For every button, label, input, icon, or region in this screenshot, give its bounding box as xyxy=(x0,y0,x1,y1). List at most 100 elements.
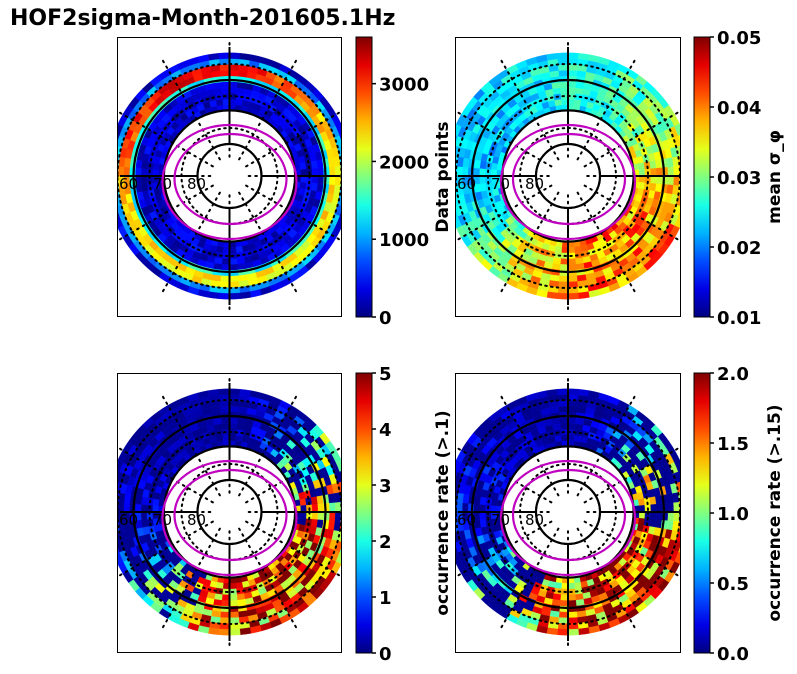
heatmap-cell xyxy=(220,611,230,619)
pole-center xyxy=(553,497,583,527)
heatmap-cell xyxy=(140,504,148,513)
heatmap-cell xyxy=(567,600,577,607)
heatmap-cell xyxy=(638,498,646,506)
heatmap-cell xyxy=(108,144,116,155)
heatmap-cell xyxy=(554,434,562,442)
heatmap-cell xyxy=(650,175,657,184)
heatmap-cell xyxy=(334,511,342,522)
heatmap-cell xyxy=(638,162,646,170)
heatmap-cell xyxy=(667,511,675,522)
heatmap-cell xyxy=(560,594,569,601)
heatmap-cell xyxy=(329,502,336,513)
heatmap-cell xyxy=(106,512,112,523)
heatmap-cell xyxy=(479,168,486,177)
figure-title: HOF2sigma-Month-201605.1Hz xyxy=(10,6,396,31)
dotted-meridian xyxy=(245,109,342,168)
colorbar-tick-label: 0.01 xyxy=(717,308,761,329)
heatmap-cell xyxy=(221,600,230,607)
heatmap-cell xyxy=(656,503,663,513)
heatmap-cell xyxy=(239,291,252,299)
dotted-meridian xyxy=(117,109,214,168)
heatmap-cell xyxy=(558,69,569,77)
heatmap-cell xyxy=(490,498,498,506)
polar-panel-1: 60 70 80 0 1000 2000 3000 Data points xyxy=(107,36,453,329)
heatmap-cell xyxy=(207,291,220,299)
heatmap-cell xyxy=(681,532,689,543)
heatmap-cell xyxy=(554,582,562,590)
heatmap-cell xyxy=(554,98,562,106)
heatmap-cell xyxy=(667,166,675,177)
heatmap-cell xyxy=(574,582,582,590)
heatmap-cell xyxy=(107,491,114,502)
heatmap-cell xyxy=(561,434,569,442)
auroral-oval-inner xyxy=(511,132,627,226)
heatmap-cell xyxy=(667,502,675,513)
heatmap-cell xyxy=(218,388,230,396)
heatmap-cell xyxy=(684,491,691,502)
plot-area: 60 70 80 xyxy=(107,37,342,315)
heatmap-cell xyxy=(567,417,577,424)
heatmap-cell xyxy=(221,594,230,601)
colorbar: 0.0 0.5 1.0 1.5 2.0 occurrence rate (>.15) xyxy=(693,364,785,665)
heatmap-cell xyxy=(558,64,569,71)
heatmap-cell xyxy=(229,582,237,590)
heatmap-cell xyxy=(218,628,230,636)
colorbar-tick-label: 1 xyxy=(379,588,392,609)
heatmap-cell xyxy=(311,175,319,184)
heatmap-cell xyxy=(638,175,646,183)
heatmap-cell xyxy=(567,246,575,254)
colorbar-tick-label: 0.05 xyxy=(717,28,761,49)
heatmap-cell xyxy=(561,246,569,254)
heatmap-cell xyxy=(574,98,582,106)
colorbar-gradient xyxy=(693,36,711,318)
heatmap-cell xyxy=(108,480,116,491)
heatmap-cell xyxy=(222,434,230,442)
heatmap-cell xyxy=(300,169,307,177)
heatmap-cell xyxy=(299,162,307,170)
dotted-meridian xyxy=(498,527,560,633)
heatmap-cell xyxy=(239,389,252,397)
heatmap-cell xyxy=(567,64,578,71)
heatmap-cell xyxy=(229,388,241,396)
heatmap-cell xyxy=(561,582,569,590)
colorbar-tick-label: 2.0 xyxy=(717,364,749,385)
dotted-meridian xyxy=(498,55,560,161)
heatmap-cell xyxy=(107,155,114,166)
heatmap-cell xyxy=(229,417,238,424)
heatmap-cell xyxy=(673,175,680,186)
heatmap-cell xyxy=(560,423,569,430)
heatmap-cell xyxy=(557,52,569,60)
dotted-meridian xyxy=(455,184,553,243)
colorbar-tick-label: 0.0 xyxy=(717,644,749,665)
heatmap-cell xyxy=(222,98,230,106)
heatmap-cell xyxy=(229,52,241,60)
dotted-meridian xyxy=(117,520,214,579)
heatmap-cell xyxy=(479,511,486,520)
dotted-meridian xyxy=(576,55,638,161)
heatmap-cell xyxy=(215,434,224,442)
heatmap-cells xyxy=(106,388,342,636)
dotted-meridian xyxy=(238,391,300,497)
heatmap-cell xyxy=(567,87,576,94)
heatmap-cell xyxy=(561,98,569,106)
colorbar-tick-label: 2 xyxy=(379,532,392,553)
heatmap-cell xyxy=(300,511,307,519)
heatmap-cell xyxy=(546,291,558,299)
dotted-meridian xyxy=(159,527,221,633)
polar-panel-4: 60 70 80 0.0 0.5 1.0 1.5 2.0 occurrence rate (>.… xyxy=(455,364,785,665)
dotted-meridian xyxy=(117,184,214,243)
heatmap-cell xyxy=(207,627,220,635)
heatmap-cell xyxy=(546,389,558,397)
heatmap-cell xyxy=(638,182,646,190)
heatmap-cell xyxy=(684,155,691,166)
heatmap-cell xyxy=(235,434,244,442)
heatmap-cell xyxy=(215,582,224,590)
heatmap-cell xyxy=(152,162,160,170)
heatmap-cell xyxy=(574,434,582,442)
colorbar-tick-label: 0.03 xyxy=(717,168,761,189)
heatmap-cell xyxy=(300,505,307,513)
heatmap-cell xyxy=(546,627,558,635)
colorbar-gradient xyxy=(693,372,711,654)
heatmap-cell xyxy=(638,169,646,177)
heatmap-cell xyxy=(218,292,230,300)
